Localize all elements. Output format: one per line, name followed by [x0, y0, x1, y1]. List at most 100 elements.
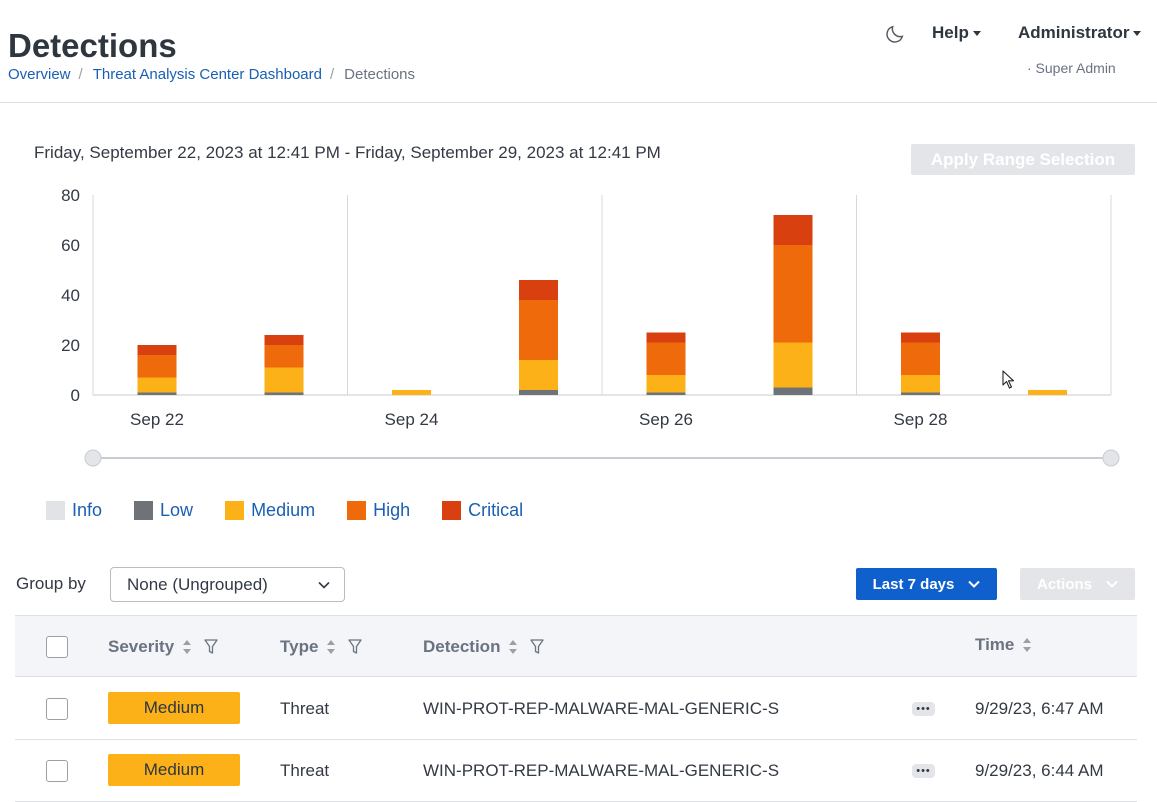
bar-segment-low — [646, 392, 686, 395]
group-by-value: None (Ungrouped) — [127, 574, 268, 594]
bar-segment-low — [264, 392, 304, 395]
legend-label: Low — [160, 500, 194, 520]
table-row[interactable]: Medium Threat WIN-PROT-REP-MALWARE-MAL-G… — [15, 678, 1137, 740]
severity-badge: Medium — [108, 692, 240, 724]
sort-icon[interactable] — [1022, 637, 1032, 653]
more-options-icon[interactable]: ••• — [912, 764, 935, 778]
breadcrumb-overview[interactable]: Overview — [8, 66, 71, 83]
legend-swatch — [134, 501, 154, 520]
legend-label: Info — [72, 500, 103, 520]
y-tick-label: 80 — [61, 186, 80, 205]
legend-label: High — [373, 500, 411, 520]
bar-segment-critical — [646, 332, 686, 343]
bar-segment-high — [773, 245, 813, 343]
filter-icon[interactable] — [348, 639, 363, 655]
filter-icon[interactable] — [530, 639, 545, 655]
y-tick-label: 0 — [71, 386, 80, 405]
legend-item-high[interactable]: High — [347, 500, 410, 521]
column-severity[interactable]: Severity — [108, 616, 218, 678]
chevron-down-icon — [1106, 580, 1118, 588]
x-tick-label: Sep 26 — [639, 410, 693, 429]
select-all-checkbox[interactable] — [46, 636, 68, 658]
detection-cell[interactable]: WIN-PROT-REP-MALWARE-MAL-GENERIC-S — [423, 699, 780, 718]
legend-swatch — [442, 501, 462, 520]
bar-segment-medium — [137, 377, 177, 393]
help-label: Help — [932, 23, 969, 42]
bar-segment-medium — [646, 375, 686, 393]
caret-down-icon — [1133, 30, 1142, 36]
bar-segment-high — [646, 342, 686, 375]
bar-segment-medium — [264, 367, 304, 393]
bar-segment-critical — [773, 215, 813, 245]
apply-range-button[interactable]: Apply Range Selection — [911, 144, 1135, 175]
breadcrumb-current: Detections — [344, 66, 416, 83]
user-menu[interactable]: Administrator — [1018, 23, 1142, 43]
time-cell: 9/29/23, 6:44 AM — [975, 761, 1104, 780]
actions-dropdown[interactable]: Actions — [1020, 568, 1135, 600]
column-severity-label: Severity — [108, 637, 175, 656]
sort-icon[interactable] — [182, 639, 192, 655]
breadcrumb-separator: / — [78, 66, 83, 83]
bar-segment-low — [901, 392, 940, 395]
detection-cell[interactable]: WIN-PROT-REP-MALWARE-MAL-GENERIC-S — [423, 761, 780, 780]
sort-icon[interactable] — [508, 639, 518, 655]
column-type-label: Type — [280, 637, 319, 656]
x-tick-label: Sep 28 — [894, 410, 948, 429]
actions-label: Actions — [1036, 575, 1092, 593]
breadcrumb: Overview / Threat Analysis Center Dashbo… — [8, 66, 415, 83]
bar-segment-high — [137, 355, 177, 378]
mouse-cursor-icon — [1002, 370, 1015, 389]
moon-icon[interactable] — [884, 23, 906, 45]
bar-segment-medium — [901, 375, 940, 393]
group-by-select[interactable]: None (Ungrouped) — [110, 567, 345, 602]
bar-segment-critical — [901, 332, 940, 343]
more-options-icon[interactable]: ••• — [912, 702, 935, 716]
table-row[interactable]: Medium Threat WIN-PROT-REP-MALWARE-MAL-G… — [15, 740, 1137, 802]
legend-label: Critical — [468, 500, 524, 520]
bar-segment-medium — [1028, 390, 1067, 395]
breadcrumb-dashboard[interactable]: Threat Analysis Center Dashboard — [92, 66, 322, 83]
legend-swatch — [347, 501, 367, 520]
bar-segment-low — [137, 392, 177, 395]
legend-item-medium[interactable]: Medium — [225, 500, 315, 521]
page-title: Detections — [8, 27, 177, 64]
time-range-label: Last 7 days — [872, 575, 955, 593]
bar-segment-low — [773, 387, 813, 395]
column-time[interactable]: Time — [975, 614, 1032, 676]
bar-segment-medium — [519, 360, 558, 390]
group-by-label: Group by — [16, 574, 86, 593]
legend-item-info[interactable]: Info — [46, 500, 102, 521]
row-checkbox[interactable] — [46, 698, 68, 720]
help-menu[interactable]: Help — [932, 23, 981, 43]
sort-icon[interactable] — [326, 639, 336, 655]
bar-segment-critical — [519, 280, 558, 300]
bar-segment-critical — [137, 345, 177, 355]
date-range-text: Friday, September 22, 2023 at 12:41 PM -… — [34, 143, 661, 162]
header-divider — [0, 102, 1157, 103]
legend-item-low[interactable]: Low — [134, 500, 193, 521]
type-cell: Threat — [280, 699, 330, 718]
detections-chart[interactable]: 0 20 40 60 80 Sep 22 Sep 24 Sep 26 Sep 28 — [0, 180, 1157, 480]
user-role: · Super Admin — [1027, 60, 1116, 76]
legend-swatch — [225, 501, 245, 520]
legend-swatch — [46, 501, 65, 520]
filter-icon[interactable] — [204, 639, 218, 655]
y-tick-label: 40 — [61, 286, 80, 305]
range-slider-start-handle[interactable] — [84, 449, 102, 467]
legend-label: Medium — [251, 500, 316, 520]
range-slider-end-handle[interactable] — [1102, 449, 1120, 467]
severity-badge: Medium — [108, 754, 240, 786]
legend-item-critical[interactable]: Critical — [442, 500, 523, 521]
y-tick-label: 20 — [61, 336, 80, 355]
bar-segment-medium — [392, 390, 431, 395]
column-type[interactable]: Type — [280, 616, 363, 678]
time-range-dropdown[interactable]: Last 7 days — [856, 568, 997, 600]
chart-legend: Info Low Medium High Critical — [46, 500, 555, 521]
bar-segment-critical — [264, 335, 304, 345]
chevron-down-icon — [318, 581, 330, 589]
bar-segment-high — [264, 345, 304, 368]
x-tick-label: Sep 24 — [385, 410, 439, 429]
caret-down-icon — [972, 30, 981, 36]
row-checkbox[interactable] — [46, 760, 68, 782]
column-detection[interactable]: Detection — [423, 616, 545, 678]
